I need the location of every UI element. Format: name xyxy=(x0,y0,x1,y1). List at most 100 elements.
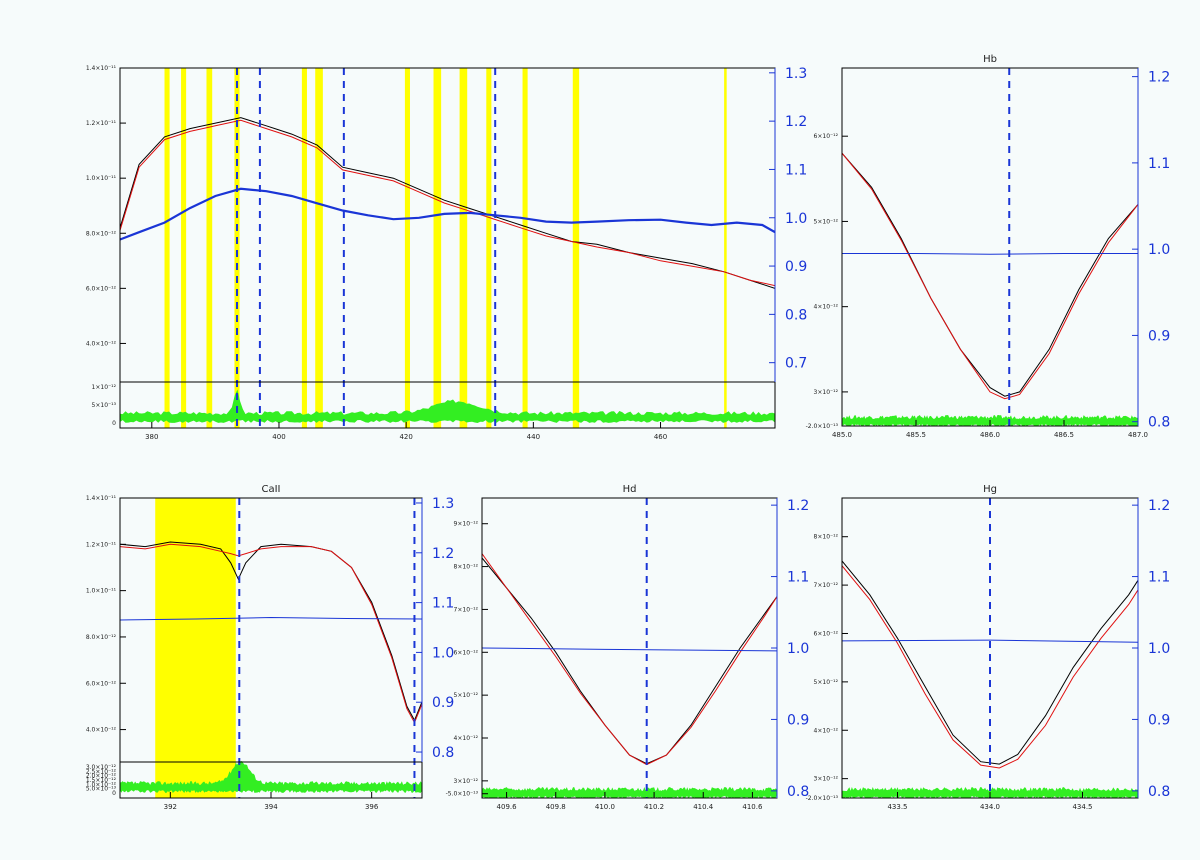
mask-band xyxy=(234,68,240,428)
right-tick-label: 0.9 xyxy=(1148,712,1170,728)
mask-band xyxy=(572,68,580,428)
y-tick-label: 1.2×10⁻¹¹ xyxy=(86,541,117,548)
y-tick-label: 6×10⁻¹² xyxy=(814,630,839,637)
x-tick-label: 410.0 xyxy=(595,803,615,811)
y-tick-label: 1.0×10⁻¹¹ xyxy=(86,588,117,595)
right-tick-label: 1.3 xyxy=(785,66,807,82)
series-model xyxy=(842,152,1138,400)
right-tick-label: 0.9 xyxy=(1148,328,1170,344)
plot-area-hgamma xyxy=(842,498,1138,798)
right-tick-label: 0.9 xyxy=(785,259,807,275)
mask-band xyxy=(486,68,492,428)
series-ratio xyxy=(120,187,775,241)
right-tick-label: 1.0 xyxy=(1148,641,1170,657)
series-ratio xyxy=(842,639,1138,643)
x-tick-label: 433.5 xyxy=(887,803,907,811)
series-model xyxy=(120,119,775,287)
x-tick-label: 410.4 xyxy=(693,803,714,811)
right-tick-label: 1.0 xyxy=(432,645,454,661)
y-tick-label: 1.0×10⁻¹¹ xyxy=(86,175,117,182)
right-tick-label: 1.3 xyxy=(432,496,454,512)
residual-tick-label: 5.0×10⁻¹³ xyxy=(86,786,117,793)
x-tick-label: 485.0 xyxy=(832,431,852,439)
series-observed xyxy=(842,560,1138,765)
plot-area-hbeta xyxy=(842,68,1138,426)
x-tick-label: 380 xyxy=(145,433,158,441)
x-tick-label: 440 xyxy=(527,433,540,441)
mask-band xyxy=(206,68,213,428)
mask-band xyxy=(404,68,410,428)
y-tick-label: 1.4×10⁻¹¹ xyxy=(86,495,117,502)
x-tick-label: 460 xyxy=(654,433,667,441)
right-tick-label: 1.1 xyxy=(1148,156,1170,172)
y-tick-label: 4×10⁻¹² xyxy=(814,727,839,734)
panel-caii: CaII 1.4×10⁻¹¹ 1.2×10⁻¹¹ 1.0×10⁻¹¹ 8.0×10⁻¹²… xyxy=(86,484,454,811)
series-model xyxy=(120,543,422,724)
y-tick-label: 1.4×10⁻¹¹ xyxy=(86,65,117,72)
x-tick-label: 486.0 xyxy=(980,431,1000,439)
right-tick-label: 1.1 xyxy=(1148,570,1170,586)
panel-hbeta: Hb 6×10⁻¹² 5×10⁻¹² 4×10⁻¹² 3×10⁻¹² -2.0×10⁻¹³… xyxy=(806,54,1171,439)
x-tick-label: 485.5 xyxy=(906,431,926,439)
y-tick-label: 5×10⁻¹² xyxy=(814,218,839,225)
x-tick-label: 486.5 xyxy=(1054,431,1074,439)
right-tick-label: 1.0 xyxy=(787,641,809,657)
x-tick-label: 434.0 xyxy=(980,803,1000,811)
residual-tick-label: 5×10⁻¹³ xyxy=(92,402,117,409)
series-observed xyxy=(842,152,1138,397)
mask-band xyxy=(301,68,307,428)
series-model xyxy=(482,553,777,766)
plot-frame xyxy=(481,497,778,799)
x-tick-label: 487.0 xyxy=(1128,431,1148,439)
right-tick-label: 1.2 xyxy=(787,498,809,514)
residual-band xyxy=(120,761,422,793)
right-tick-label: 0.8 xyxy=(432,745,454,761)
right-tick-label: 1.2 xyxy=(785,114,807,130)
mask-band xyxy=(164,68,170,428)
right-tick-label: 1.1 xyxy=(787,570,809,586)
x-tick-label: 400 xyxy=(272,433,285,441)
y-tick-label: 8×10⁻¹² xyxy=(814,534,839,541)
x-tick-label: 434.5 xyxy=(1072,803,1092,811)
y-tick-label: 3×10⁻¹² xyxy=(814,389,839,396)
right-tick-label: 0.8 xyxy=(785,307,807,323)
right-tick-label: 0.8 xyxy=(1148,784,1170,800)
y-tick-label: 6×10⁻¹² xyxy=(814,133,839,140)
residual-tick-label: 1.0×10⁻¹² xyxy=(86,781,117,788)
right-tick-label: 0.8 xyxy=(787,784,809,800)
y-tick-label: -2.0×10⁻¹³ xyxy=(806,795,839,802)
mask-band xyxy=(155,498,236,798)
y-tick-label: 8×10⁻¹² xyxy=(454,564,479,571)
residual-band xyxy=(120,389,775,423)
y-tick-label: 7×10⁻¹² xyxy=(814,582,839,589)
right-tick-label: 1.2 xyxy=(1148,498,1170,514)
right-tick-label: 0.7 xyxy=(785,356,807,372)
right-tick-label: 1.1 xyxy=(432,596,454,612)
panel-title: Hg xyxy=(983,484,997,495)
series-observed xyxy=(482,557,777,765)
residual-tick-label: 0 xyxy=(112,790,116,797)
x-tick-label: 420 xyxy=(399,433,412,441)
residual-tick-label: 1×10⁻¹² xyxy=(92,384,117,391)
series-ratio xyxy=(482,647,777,652)
y-tick-label: 6×10⁻¹² xyxy=(454,649,479,656)
y-tick-label: 5×10⁻¹² xyxy=(454,692,479,699)
x-tick-label: 409.6 xyxy=(497,803,518,811)
right-tick-label: 1.1 xyxy=(785,162,807,178)
y-tick-label: 4×10⁻¹² xyxy=(454,735,479,742)
plot-area-caii xyxy=(120,498,422,798)
x-tick-label: 410.6 xyxy=(742,803,763,811)
right-tick-label: 1.0 xyxy=(785,211,807,227)
right-tick-label: 0.8 xyxy=(1148,415,1170,431)
mask-band xyxy=(433,68,442,428)
series-observed xyxy=(120,117,775,289)
y-tick-label: 8.0×10⁻¹² xyxy=(86,634,117,641)
plot-area-hdelta xyxy=(482,498,777,798)
panel-title: Hd xyxy=(623,484,637,495)
x-tick-label: 392 xyxy=(164,803,177,811)
y-tick-label: 6.0×10⁻¹² xyxy=(86,285,117,292)
residual-tick-label: 0 xyxy=(112,420,116,427)
y-tick-label: 6.0×10⁻¹² xyxy=(86,680,117,687)
y-tick-label: 3×10⁻¹² xyxy=(454,778,479,785)
